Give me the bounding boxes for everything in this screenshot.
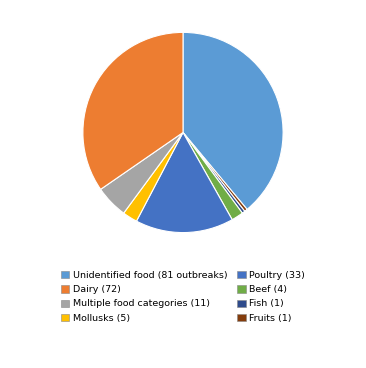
Wedge shape [183, 132, 242, 220]
Legend: Unidentified food (81 outbreaks), Dairy (72), Multiple food categories (11), Mol: Unidentified food (81 outbreaks), Dairy … [57, 267, 309, 326]
Wedge shape [124, 132, 183, 221]
Wedge shape [83, 32, 183, 190]
Wedge shape [137, 132, 232, 233]
Wedge shape [101, 132, 183, 213]
Wedge shape [183, 132, 247, 211]
Wedge shape [183, 32, 283, 209]
Wedge shape [183, 132, 245, 213]
